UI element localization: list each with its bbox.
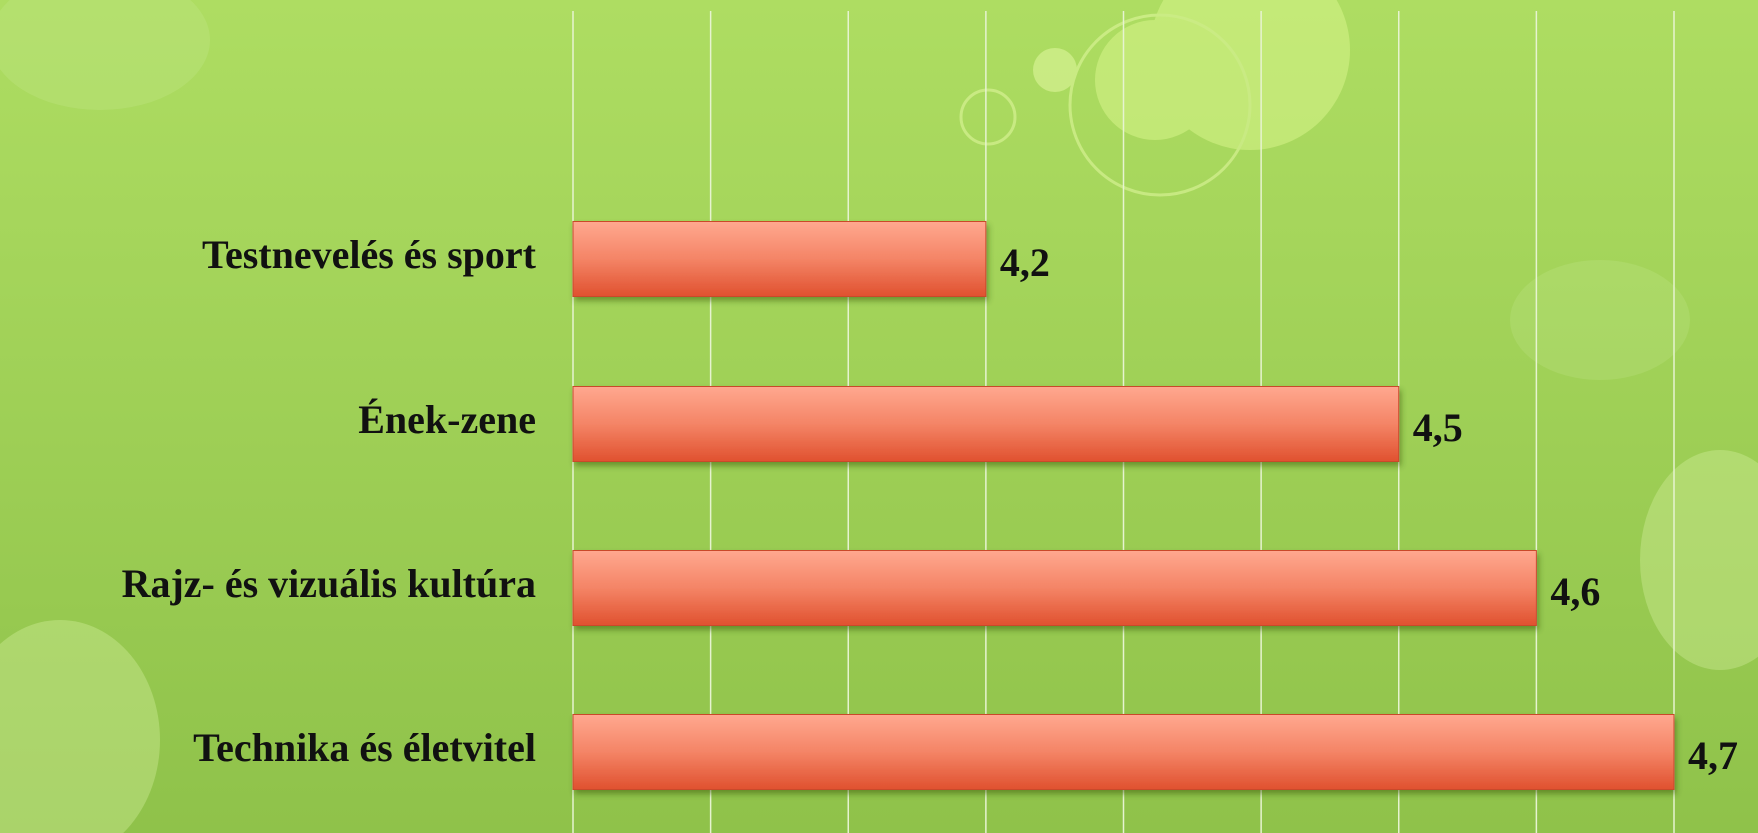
category-label: Ének-zene	[358, 397, 536, 442]
bar	[573, 551, 1536, 626]
bar	[573, 387, 1399, 462]
value-label: 4,5	[1413, 405, 1463, 450]
value-label: 4,2	[1000, 240, 1050, 285]
chart: Testnevelés és sport 4,2 Ének-zene 4,5 Rajz-…	[0, 0, 1758, 833]
category-label: Testnevelés és sport	[202, 232, 537, 277]
value-label: 4,7	[1688, 733, 1738, 778]
category-label: Rajz- és vizuális kultúra	[122, 561, 536, 606]
bar	[573, 222, 986, 297]
bar	[573, 715, 1674, 790]
value-label: 4,6	[1550, 569, 1600, 614]
category-label: Technika és életvitel	[193, 725, 536, 770]
page: Testnevelés és sport 4,2 Ének-zene 4,5 Rajz-…	[0, 0, 1758, 833]
